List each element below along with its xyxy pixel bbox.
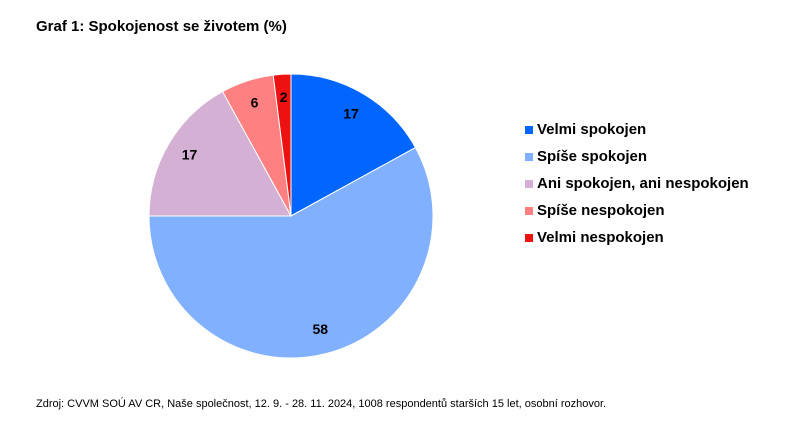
pie-slice xyxy=(290,73,417,217)
data-label: 17 xyxy=(343,105,359,121)
pie-slice xyxy=(272,73,292,217)
chart-title: Graf 1: Spokojenost se životem (%) xyxy=(36,18,287,35)
pie-slice xyxy=(148,146,434,359)
legend-label: Spíše spokojen xyxy=(537,148,647,165)
legend-label: Ani spokojen, ani nespokojen xyxy=(537,175,749,192)
legend-label: Velmi spokojen xyxy=(537,121,646,138)
legend-swatch xyxy=(525,126,533,134)
legend-swatch xyxy=(525,234,533,242)
data-label: 58 xyxy=(313,321,329,337)
legend-label: Velmi nespokojen xyxy=(537,229,664,246)
pie-slice xyxy=(148,90,292,217)
legend-label: Spíše nespokojen xyxy=(537,202,665,219)
source-note: Zdroj: CVVM SOÚ AV CR, Naše společnost, … xyxy=(36,397,606,410)
legend-swatch xyxy=(525,180,533,188)
data-label: 6 xyxy=(251,95,259,111)
legend-swatch xyxy=(525,153,533,161)
data-label: 2 xyxy=(280,89,288,105)
legend-swatch xyxy=(525,207,533,215)
data-label: 17 xyxy=(182,147,198,163)
